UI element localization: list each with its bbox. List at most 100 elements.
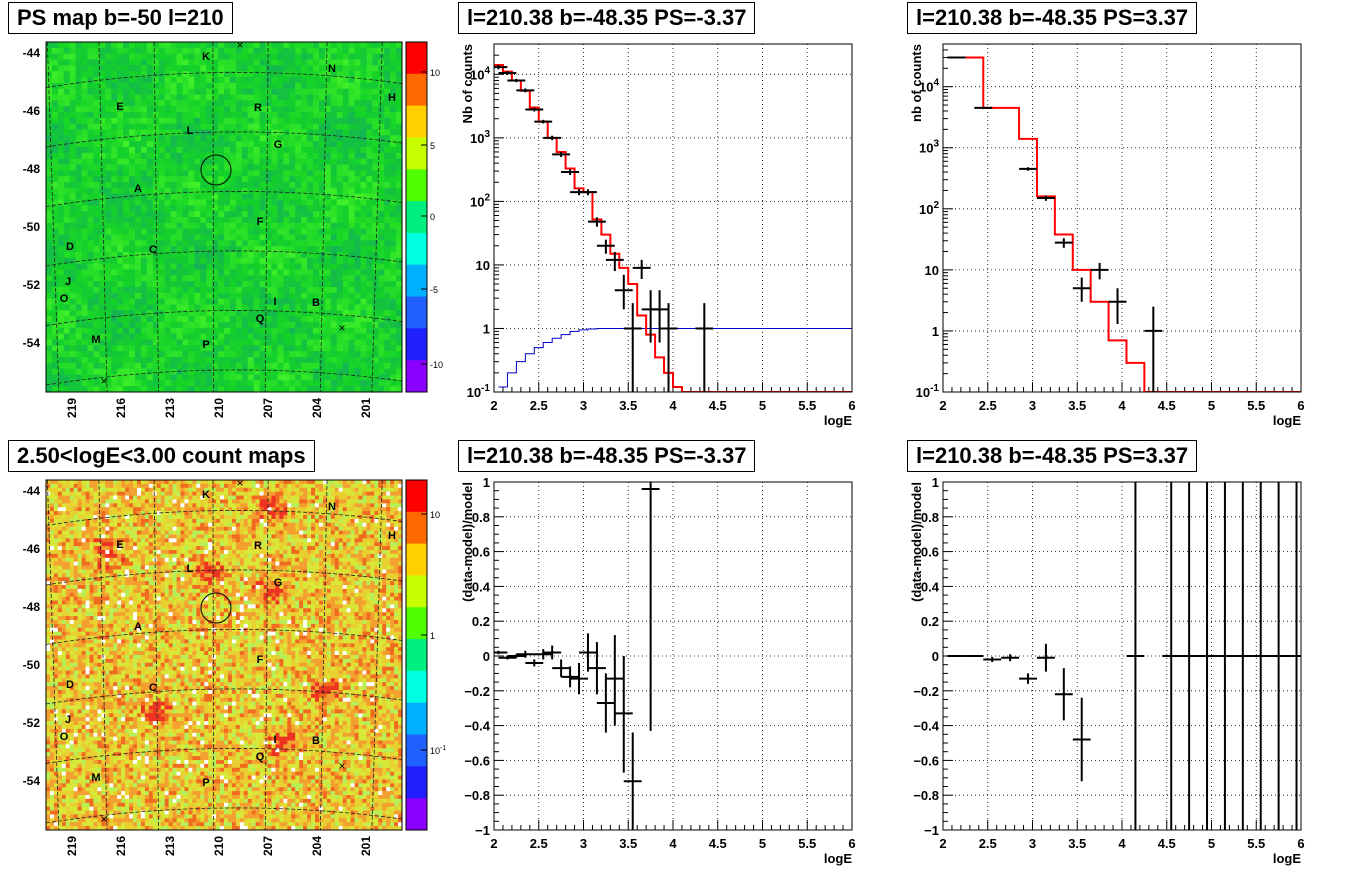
ps-map-panel: × × × K N H E R L G A F D C J O I B Q M P -44 -46 -48 -50 -52 -54 2…	[0, 0, 450, 437]
y-tick-label: 0.2	[472, 614, 490, 629]
x-tick-label: 207	[261, 836, 275, 856]
plot-frame	[942, 481, 1302, 831]
x-tick-label: 3	[1029, 836, 1036, 851]
source-label: C	[149, 244, 157, 256]
cross-marker: ×	[100, 374, 107, 388]
y-tick-label: −0.4	[464, 719, 490, 734]
y-tick-label: -50	[23, 220, 41, 234]
plot-area	[947, 56, 1301, 392]
y-tick-label: 10	[925, 263, 939, 278]
longitude-line	[212, 41, 215, 393]
model-red-line	[947, 56, 1301, 392]
colorbar-segment	[406, 137, 427, 170]
x-tick-label: 6	[1297, 398, 1304, 413]
cross-marker: ×	[338, 759, 345, 773]
colorbar-segment	[406, 42, 427, 75]
roi-circle	[200, 154, 232, 186]
plot-area	[494, 482, 660, 830]
y-tick-label: −0.8	[464, 788, 490, 803]
source-label: J	[65, 714, 71, 726]
y-tick-label: -44	[23, 484, 41, 498]
longitude-line	[371, 479, 383, 831]
colorbar-segment	[406, 480, 427, 513]
colorbar-tick-label: -10	[430, 360, 443, 370]
y-tick-label: −0.8	[913, 788, 939, 803]
x-tick-label: 6	[848, 398, 855, 413]
spectrum-pos-plot: 2 2.5 3 3.5 4 4.5 5 5.5 6 10-1 1 10 102 103 104 logE nb …	[909, 43, 1305, 428]
colorbar-segment	[406, 232, 427, 266]
x-tick-label: 5	[1208, 398, 1215, 413]
spectrum-pos-title: l=210.38 b=-48.35 PS=3.37	[907, 2, 1198, 34]
colorbar-segment	[406, 169, 427, 202]
colorbar-segment	[406, 201, 427, 234]
x-tick-label: 2	[939, 398, 946, 413]
x-tick-label: 4	[669, 398, 677, 413]
x-tick-label: 5.5	[798, 398, 816, 413]
colorbar-frame	[405, 479, 428, 831]
x-tick-label: 5.5	[1247, 398, 1265, 413]
plot-area	[494, 64, 852, 392]
x-tick-label: 216	[114, 836, 128, 856]
map-frame	[45, 479, 403, 831]
colorbar-segment	[406, 607, 427, 640]
x-axis-label: logE	[824, 413, 852, 428]
colorbar-segment	[406, 575, 427, 608]
colorbar-tick-label: 0	[430, 212, 435, 222]
source-label: A	[134, 183, 142, 195]
colorbar-segment	[406, 766, 427, 799]
x-tick-label: 2.5	[530, 836, 548, 851]
colorbar-segment	[406, 296, 427, 329]
colorbar-tick-label: -5	[430, 285, 438, 295]
x-tick-label: 213	[163, 398, 177, 418]
y-tick-label: 0	[483, 649, 490, 664]
y-tick-label: 0.6	[921, 545, 939, 560]
y-tick-label: 0.8	[472, 510, 490, 525]
y-tick-label: -44	[23, 46, 41, 60]
x-tick-label: 5.5	[798, 836, 816, 851]
source-label: J	[65, 276, 71, 288]
x-tick-label: 204	[310, 398, 324, 418]
x-tick-label: 219	[65, 398, 79, 418]
x-tick-label: 6	[848, 836, 855, 851]
colorbar-frame	[405, 41, 428, 393]
x-tick-label: 207	[261, 398, 275, 418]
y-tick-label: -52	[23, 716, 41, 730]
x-tick-label: 5.5	[1247, 836, 1265, 851]
y-tick-label: 10-1	[916, 383, 940, 400]
longitude-line	[46, 479, 60, 831]
y-tick-label: 1	[932, 475, 939, 490]
spectrum-pos-panel: 2 2.5 3 3.5 4 4.5 5 5.5 6 10-1 1 10 102 103 104 logE nb …	[899, 0, 1348, 437]
x-tick-label: 201	[359, 398, 373, 418]
colorbar-segment	[406, 639, 427, 672]
x-tick-label: 201	[359, 836, 373, 856]
longitude-line	[212, 479, 215, 831]
x-tick-label: 210	[212, 398, 226, 418]
y-axis-label: Nb of counts	[460, 44, 475, 123]
longitude-line	[46, 41, 60, 393]
y-tick-label: -46	[23, 542, 41, 556]
spectrum-neg-plot: 2 2.5 3 3.5 4 4.5 5 5.5 6 10-1 1 10 102 103 104 logE Nb …	[460, 43, 856, 428]
plot-frame	[493, 481, 853, 831]
x-tick-label: 2.5	[979, 836, 997, 851]
y-tick-label: 0.4	[472, 579, 491, 594]
x-tick-label: 4	[669, 836, 677, 851]
longitude-line	[264, 479, 269, 831]
y-tick-label: 0.2	[921, 614, 939, 629]
y-tick-label: -46	[23, 104, 41, 118]
count-map-title: 2.50<logE<3.00 count maps	[8, 440, 315, 472]
y-tick-label: 102	[470, 192, 490, 209]
y-tick-label: −0.4	[913, 719, 939, 734]
y-tick-label: 1	[483, 475, 490, 490]
x-tick-label: 2	[490, 836, 497, 851]
y-tick-label: -48	[23, 162, 41, 176]
x-tick-label: 3	[580, 398, 587, 413]
x-tick-label: 2.5	[979, 398, 997, 413]
y-tick-label: -50	[23, 658, 41, 672]
x-tick-label: 6	[1297, 836, 1304, 851]
colorbar-segment	[406, 360, 427, 393]
source-label: L	[187, 563, 194, 575]
cross-marker: ×	[236, 476, 243, 490]
longitude-line	[319, 41, 328, 393]
y-tick-label: −0.2	[913, 684, 939, 699]
